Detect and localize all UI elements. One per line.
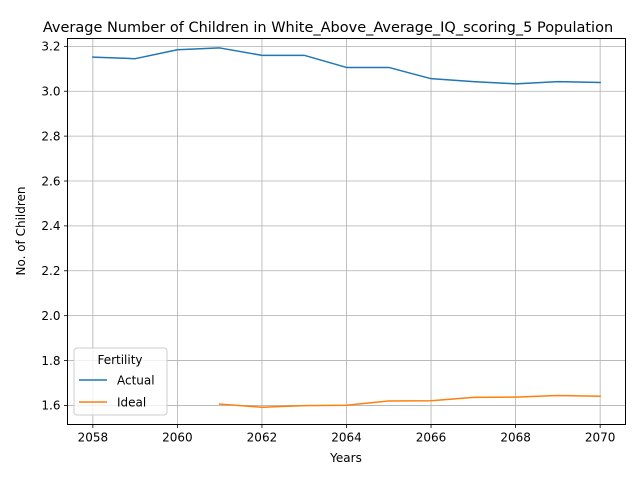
legend-label-ideal: Ideal	[117, 395, 146, 409]
x-tick-label: 2068	[500, 431, 531, 445]
y-tick-label: 2.8	[41, 129, 60, 143]
y-tick-label: 3.2	[41, 40, 60, 54]
y-tick-label: 2.4	[41, 219, 60, 233]
x-tick-label: 2062	[247, 431, 278, 445]
y-tick-label: 2.2	[41, 264, 60, 278]
legend-label-actual: Actual	[117, 373, 155, 387]
y-axis: 1.6 1.8 2.0 2.2 2.4 2.6 2.8 3.0 3.2	[41, 40, 68, 413]
legend: Fertility Actual Ideal	[73, 347, 168, 416]
y-tick-label: 1.8	[41, 354, 60, 368]
x-tick-label: 2064	[331, 431, 362, 445]
series-layer	[92, 47, 601, 408]
x-axis-label: Years	[329, 451, 362, 465]
y-tick-label: 2.0	[41, 309, 60, 323]
chart-title: Average Number of Children in White_Abov…	[43, 20, 613, 36]
x-tick-label: 2058	[78, 431, 109, 445]
x-tick-label: 2060	[162, 431, 193, 445]
y-tick-label: 1.6	[41, 399, 60, 413]
x-tick-label: 2066	[416, 431, 447, 445]
legend-box	[73, 347, 168, 416]
legend-title: Fertility	[97, 353, 142, 367]
y-tick-label: 2.6	[41, 174, 60, 188]
x-axis: 2058 2060 2062 2064 2066 2068 2070	[78, 424, 616, 445]
series-line-ideal	[218, 394, 601, 408]
y-tick-label: 3.0	[41, 85, 60, 99]
series-line-actual	[92, 47, 601, 85]
y-axis-label: No. of Children	[14, 186, 28, 275]
x-tick-label: 2070	[585, 431, 616, 445]
